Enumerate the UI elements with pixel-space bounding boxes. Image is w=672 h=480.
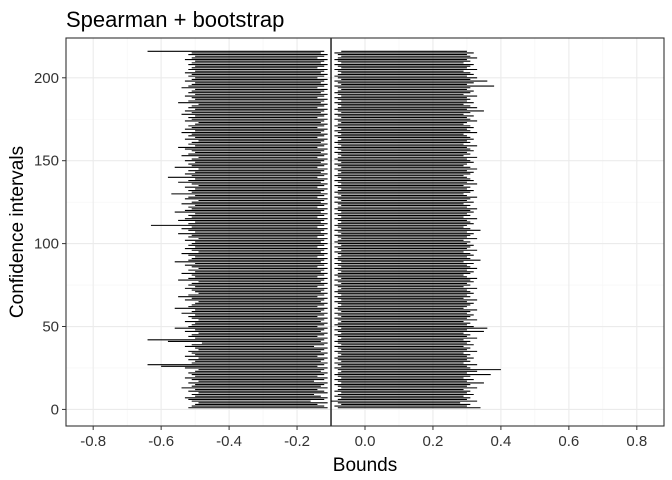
x-tick-label: -0.8: [80, 433, 106, 450]
y-axis-ticks: 0 50 100 150 200: [34, 70, 66, 418]
y-tick-label: 50: [42, 319, 59, 336]
y-tick-label: 200: [34, 70, 59, 87]
x-tick-label: -0.2: [284, 433, 310, 450]
x-tick-label: 0.2: [423, 433, 444, 450]
y-tick-label: 0: [51, 401, 59, 418]
x-tick-label: 0.4: [490, 433, 511, 450]
x-tick-label: 0.8: [626, 433, 647, 450]
confidence-intervals: [147, 50, 501, 409]
x-tick-label: 0.0: [355, 433, 376, 450]
y-tick-label: 100: [34, 236, 59, 253]
y-tick-label: 150: [34, 153, 59, 170]
x-axis-title: Bounds: [333, 455, 397, 476]
x-tick-label: -0.4: [216, 433, 242, 450]
x-axis-ticks: -0.8 -0.6 -0.4 -0.2 0.0 0.2 0.4 0.6 0.8: [80, 426, 647, 450]
x-tick-label: -0.6: [148, 433, 174, 450]
chart-title: Spearman + bootstrap: [66, 7, 284, 32]
x-tick-label: 0.6: [558, 433, 579, 450]
y-axis-title: Confidence intervals: [7, 146, 28, 318]
